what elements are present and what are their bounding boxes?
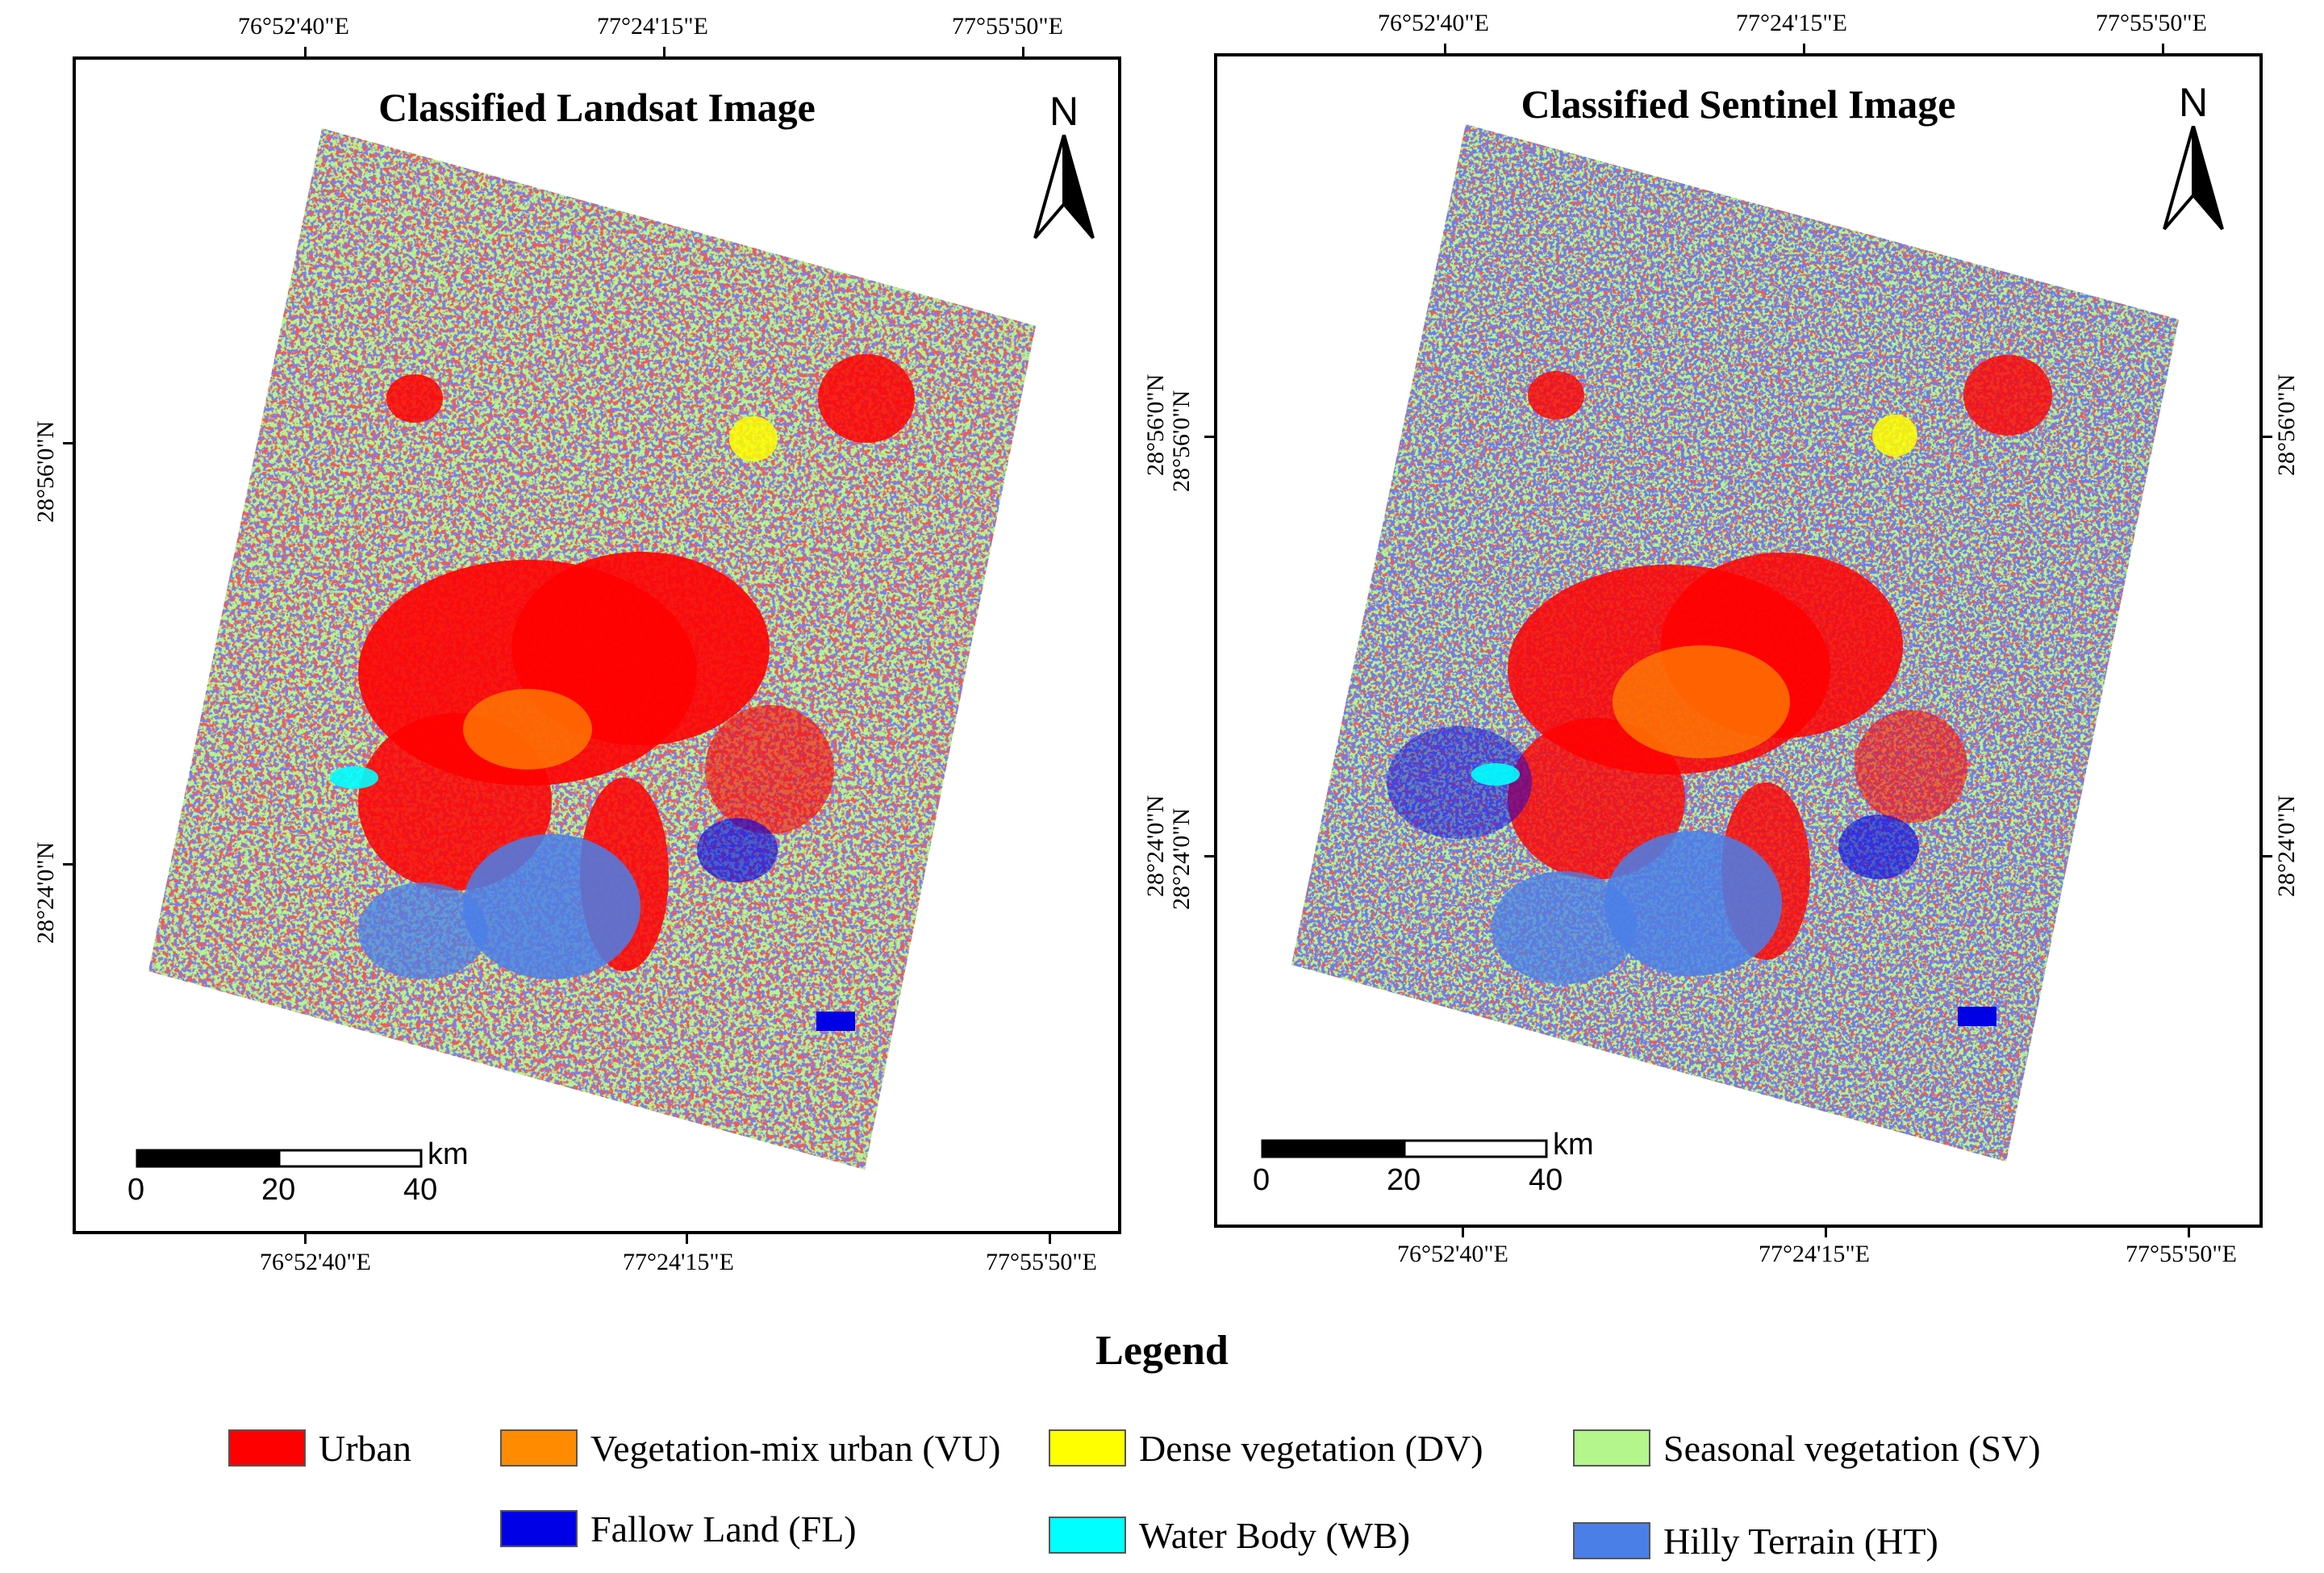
north-label: N: [1049, 89, 1079, 134]
landsat-map-frame: Classified Landsat Image N km 0 20 40: [73, 56, 1121, 1234]
top-lon-label: 77°24'15"E: [1736, 10, 1847, 36]
legend-label: Vegetation-mix urban (VU): [590, 1427, 1001, 1469]
legend-label: Urban: [319, 1427, 411, 1469]
legend-swatch: [1573, 1429, 1650, 1467]
legend-item-sv: Seasonal vegetation (SV): [1573, 1427, 2041, 1469]
legend-item-wb: Water Body (WB): [1049, 1514, 1411, 1556]
legend-swatch: [500, 1429, 578, 1467]
top-lon-label: 76°52'40"E: [1378, 10, 1489, 36]
scale-tick: 20: [261, 1173, 296, 1207]
scale-tick: 20: [1387, 1163, 1421, 1197]
legend-label: Water Body (WB): [1139, 1514, 1411, 1556]
legend-label: Fallow Land (FL): [590, 1508, 857, 1550]
right-lat-label: 28°56'0"N: [1168, 390, 1195, 492]
right-lat-label: 28°24'0"N: [1168, 807, 1195, 910]
top-lon-label: 77°24'15"E: [597, 13, 708, 40]
legend-label: Dense vegetation (DV): [1139, 1427, 1483, 1469]
north-arrow-icon: [2163, 126, 2224, 231]
scale-tick: 40: [1529, 1163, 1563, 1197]
bottom-lon-label: 77°55'50"E: [2126, 1241, 2237, 1267]
scale-unit: km: [428, 1137, 469, 1171]
legend-label: Seasonal vegetation (SV): [1663, 1427, 2041, 1469]
sentinel-classified-raster: [1291, 124, 2179, 1162]
legend-swatch: [228, 1429, 306, 1467]
map-title: Classified Sentinel Image: [1521, 81, 1956, 127]
legend-swatch: [1049, 1517, 1126, 1554]
north-arrow-icon: [1033, 135, 1095, 240]
legend-swatch: [500, 1510, 578, 1547]
bottom-lon-label: 77°55'50"E: [986, 1249, 1097, 1275]
left-lat-label: 28°24'0"N: [1142, 795, 1169, 897]
bottom-lon-label: 76°52'40"E: [260, 1249, 371, 1275]
scale-tick: 40: [403, 1173, 438, 1207]
legend-item-fl: Fallow Land (FL): [500, 1508, 857, 1550]
legend-item-urban: Urban: [228, 1427, 411, 1469]
legend-label: Hilly Terrain (HT): [1663, 1520, 1938, 1562]
legend-item-ht: Hilly Terrain (HT): [1573, 1520, 1938, 1562]
legend-item-dv: Dense vegetation (DV): [1049, 1427, 1483, 1469]
top-lon-label: 76°52'40"E: [238, 13, 349, 40]
right-lat-label: 28°56'0"N: [2273, 373, 2300, 476]
map-title: Classified Landsat Image: [378, 85, 816, 130]
legend-item-vu: Vegetation-mix urban (VU): [500, 1427, 1001, 1469]
bottom-lon-label: 77°24'15"E: [1759, 1241, 1870, 1267]
scale-unit: km: [1553, 1128, 1594, 1162]
left-lat-label: 28°24'0"N: [32, 841, 59, 944]
scale-tick: 0: [127, 1173, 145, 1207]
scale-bar-graphic: [1261, 1139, 1548, 1158]
landsat-classified-raster: [148, 128, 1036, 1170]
north-arrow: N: [2161, 79, 2226, 232]
bottom-lon-label: 76°52'40"E: [1397, 1241, 1508, 1267]
legend-swatch: [1049, 1429, 1126, 1467]
scale-tick: 0: [1253, 1163, 1270, 1197]
north-arrow: N: [1032, 88, 1096, 241]
top-lon-label: 77°55'50"E: [2096, 10, 2207, 36]
left-lat-label: 28°56'0"N: [32, 420, 59, 523]
legend-swatch: [1573, 1522, 1650, 1559]
bottom-lon-label: 77°24'15"E: [623, 1249, 734, 1275]
north-label: N: [2178, 80, 2209, 125]
left-lat-label: 28°56'0"N: [1142, 373, 1169, 476]
sentinel-map-frame: Classified Sentinel Image N km 0 20 40: [1214, 53, 2263, 1228]
legend-title: Legend: [1095, 1328, 1229, 1374]
top-lon-label: 77°55'50"E: [952, 13, 1063, 40]
scale-bar-graphic: [136, 1149, 423, 1168]
right-lat-label: 28°24'0"N: [2273, 795, 2300, 897]
